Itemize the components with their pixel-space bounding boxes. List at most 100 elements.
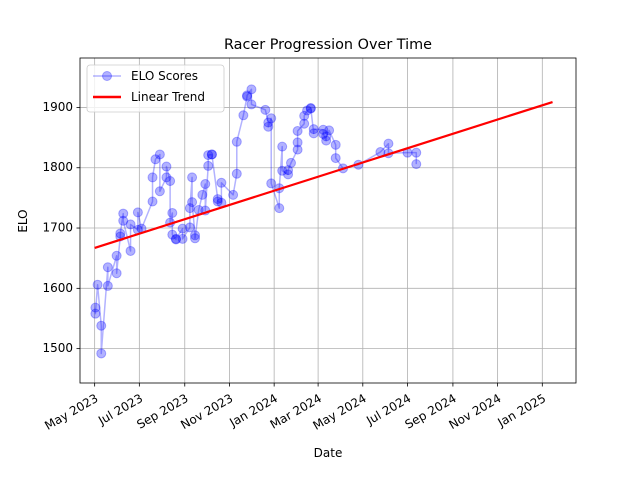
elo-point — [132, 207, 143, 218]
elo-point — [321, 131, 332, 142]
legend-elo-marker — [102, 71, 112, 81]
x-axis-label: Date — [314, 446, 343, 460]
elo-point — [212, 194, 223, 205]
elo-point — [324, 125, 335, 136]
y-tick-label: 1900 — [42, 100, 73, 114]
elo-point — [118, 208, 129, 219]
elo-point — [170, 233, 181, 244]
y-axis-label: ELO — [16, 209, 30, 232]
elo-point — [154, 149, 165, 160]
elo-point — [154, 186, 165, 197]
elo-point — [305, 103, 316, 114]
elo-series-line — [94, 88, 418, 355]
elo-point — [242, 91, 253, 102]
y-tick-label: 1500 — [42, 341, 73, 355]
elo-point — [170, 234, 181, 245]
elo-point — [242, 90, 253, 101]
trend-line — [94, 100, 553, 249]
elo-point — [330, 153, 341, 164]
grid — [80, 58, 576, 383]
chart-title: Racer Progression Over Time — [224, 37, 432, 53]
elo-point — [111, 250, 122, 261]
elo-point — [187, 172, 198, 183]
elo-point — [411, 159, 422, 170]
elo-point — [411, 147, 422, 158]
elo-point — [228, 189, 239, 200]
elo-point — [206, 149, 217, 160]
elo-point — [111, 268, 122, 279]
elo-point — [299, 110, 310, 121]
elo-point — [125, 219, 136, 230]
elo-point — [115, 228, 126, 239]
elo-point — [274, 203, 285, 214]
elo-point — [190, 230, 201, 241]
elo-point — [165, 176, 176, 187]
elo-point — [200, 179, 211, 190]
elo-point — [292, 137, 303, 148]
elo-point — [308, 124, 319, 135]
elo-point — [321, 135, 332, 146]
elo-point — [238, 110, 249, 121]
elo-point — [302, 105, 313, 116]
y-tick-label: 1700 — [42, 221, 73, 235]
elo-point — [161, 161, 172, 172]
elo-point — [190, 233, 201, 244]
elo-point — [96, 320, 107, 331]
elo-point — [246, 84, 257, 95]
elo-point — [283, 169, 294, 180]
elo-point — [277, 165, 288, 176]
elo-point — [203, 150, 214, 161]
elo-point — [283, 165, 294, 176]
elo-point — [147, 172, 158, 183]
elo-point — [125, 245, 136, 256]
elo-point — [167, 207, 178, 218]
y-axis: 1500 1600 1700 1800 1900 — [42, 100, 80, 355]
elo-point — [167, 229, 178, 240]
elo-point — [231, 168, 242, 179]
legend-trend-label: Linear Trend — [131, 90, 205, 104]
elo-point — [197, 189, 208, 200]
elo-point — [299, 118, 310, 129]
elo-point — [305, 103, 316, 114]
elo-point — [177, 223, 188, 234]
elo-point — [383, 138, 394, 149]
plot-frame — [79, 57, 577, 384]
elo-point — [266, 178, 277, 189]
elo-point — [318, 128, 329, 139]
elo-point — [96, 348, 107, 359]
legend-box — [86, 64, 225, 113]
elo-point — [118, 215, 129, 226]
elo-point — [318, 124, 329, 135]
elo-point — [147, 196, 158, 207]
elo-point — [263, 117, 274, 128]
elo-point — [277, 141, 288, 152]
elo-point — [266, 113, 277, 124]
elo-point — [102, 262, 113, 273]
elo-point — [90, 308, 101, 319]
elo-point — [161, 172, 172, 183]
elo-point — [260, 104, 271, 115]
elo-point — [292, 125, 303, 136]
series-layer — [90, 84, 553, 359]
elo-point — [212, 196, 223, 207]
y-tick-label: 1600 — [42, 281, 73, 295]
elo-point — [246, 99, 257, 110]
elo-point — [177, 233, 188, 244]
elo-point — [231, 136, 242, 147]
y-tick-label: 1800 — [42, 160, 73, 174]
elo-point — [330, 139, 341, 150]
legend: ELO Scores Linear Trend — [86, 64, 225, 113]
elo-point — [263, 121, 274, 132]
elo-point — [203, 160, 214, 171]
legend-elo-label: ELO Scores — [131, 69, 198, 83]
elo-point — [90, 302, 101, 313]
elo-point — [292, 144, 303, 155]
elo-point — [216, 177, 227, 188]
elo-point — [184, 203, 195, 214]
elo-point — [150, 154, 161, 165]
elo-point — [286, 157, 296, 168]
elo-point — [184, 222, 195, 233]
elo-point — [187, 197, 198, 208]
elo-point — [206, 149, 217, 160]
